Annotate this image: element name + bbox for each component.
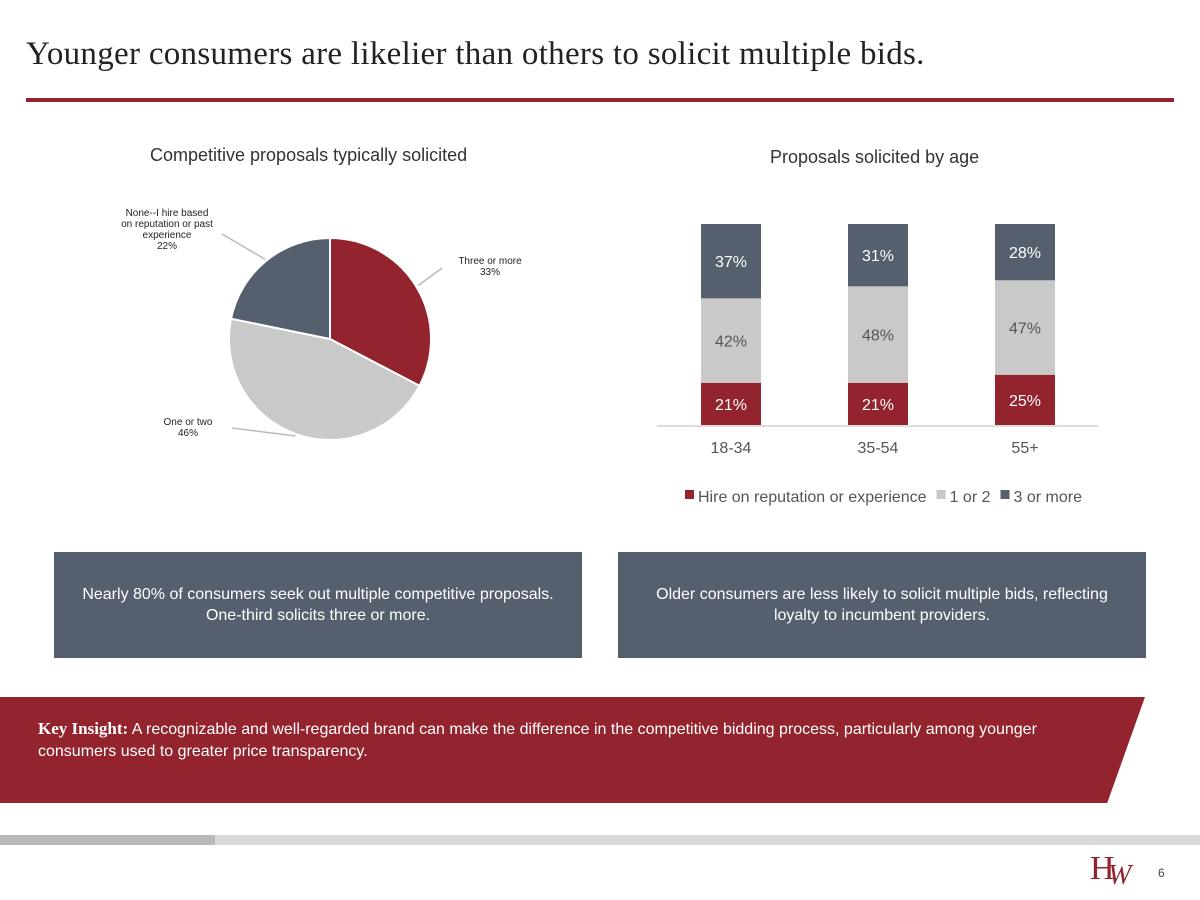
bar-data-label: 47% <box>1009 321 1041 338</box>
bar-data-label: 28% <box>1009 245 1041 262</box>
x-tick-label: 55+ <box>1011 440 1038 457</box>
legend-swatch <box>1000 490 1010 499</box>
pie-slice-label: None--I hire based on reputation or past e… <box>121 208 213 252</box>
pie-slice <box>229 236 331 341</box>
pie-leader-line <box>221 233 266 260</box>
bar-segment <box>701 224 761 299</box>
pie-chart-title: Competitive proposals typically solicite… <box>150 145 468 165</box>
charts-canvas: Three or more 33% One or two 46% None--I hir… <box>121 208 1098 506</box>
key-insight-heading: Key Insight: <box>38 719 129 738</box>
bar-data-label: 21% <box>862 397 894 414</box>
bar-segment <box>995 280 1055 375</box>
pie-slice <box>228 317 421 441</box>
pie-leader-line <box>231 427 296 437</box>
bar-chart-title: Proposals solicited by age <box>770 147 980 167</box>
bar-segment <box>848 224 908 287</box>
pie-leader-line <box>417 267 443 287</box>
bar-data-label: 37% <box>715 254 747 271</box>
key-insight-text: Key Insight: A recognizable and well-reg… <box>38 718 1108 763</box>
pie-slice <box>329 236 432 388</box>
legend-entry: 3 or more <box>1014 489 1083 506</box>
pie-slice-label: One or two 46% <box>164 417 213 439</box>
x-tick-label: 35-54 <box>858 440 899 457</box>
bar-data-label: 25% <box>1009 393 1041 410</box>
note-left-line: One-third solicits three or more. <box>205 607 431 624</box>
footer-bar-dark <box>0 835 215 845</box>
bar-segment <box>701 382 761 425</box>
bar-segment <box>995 224 1055 281</box>
note-box-left: Nearly 80% of consumers seek out multipl… <box>54 552 582 658</box>
legend-swatch <box>936 490 946 499</box>
footer-bar-light <box>215 835 1200 845</box>
legend-swatch <box>685 490 694 499</box>
x-tick-label: 18-34 <box>711 440 752 457</box>
bar-data-label: 48% <box>862 328 894 345</box>
bar-data-label: 31% <box>862 248 894 265</box>
legend-entry: Hire on reputation or experience <box>698 489 927 506</box>
bar-segment <box>848 286 908 383</box>
bar-data-label: 42% <box>715 334 747 351</box>
slide-title: Younger consumers are likelier than othe… <box>26 36 925 72</box>
note-box-right: Older consumers are less likely to solic… <box>618 552 1146 658</box>
bar-data-label: 21% <box>715 397 747 414</box>
legend-entry: 1 or 2 <box>950 489 991 506</box>
bar-segment <box>995 374 1055 425</box>
pie-slice-label: Three or more 33% <box>458 256 522 278</box>
bar-segment <box>701 298 761 383</box>
page-number: 6 <box>1158 866 1165 880</box>
note-right-line: loyalty to incumbent providers. <box>773 607 991 624</box>
key-insight-band <box>0 697 1145 803</box>
note-left-line: Nearly 80% of consumers seek out multipl… <box>82 586 554 603</box>
bar-segment <box>848 382 908 425</box>
note-right-line: Older consumers are less likely to solic… <box>656 586 1108 603</box>
key-insight-body: A recognizable and well-regarded brand c… <box>38 721 1037 760</box>
title-underline <box>26 98 1174 102</box>
